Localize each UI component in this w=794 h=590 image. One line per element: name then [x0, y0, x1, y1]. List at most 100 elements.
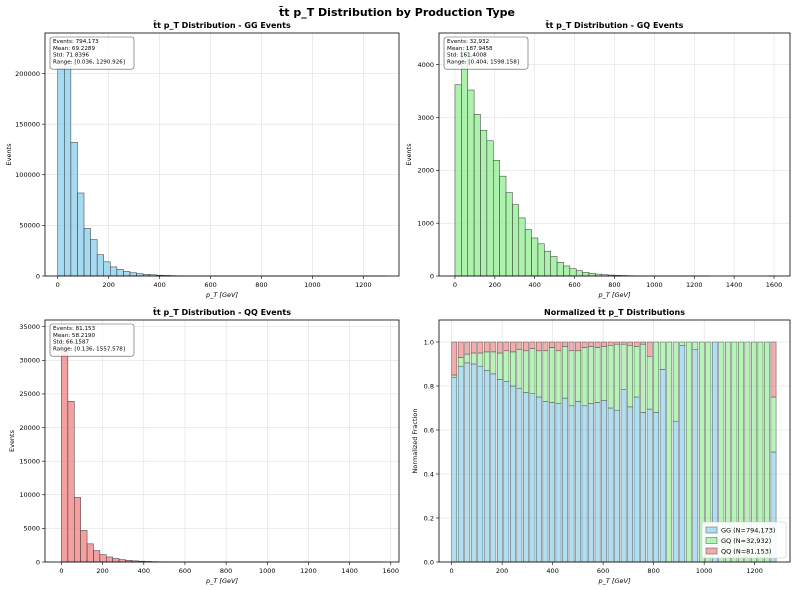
histogram-bar — [74, 497, 80, 562]
bar-qq — [458, 342, 463, 357]
legend-label: GG (N=794,173) — [721, 527, 775, 535]
bar-gg — [647, 409, 652, 562]
histogram-bar — [93, 551, 99, 562]
stats-line: Events: 32,932 — [447, 39, 489, 45]
chart-title: t̄t p_T Distribution - QQ Events — [153, 307, 292, 317]
bar-gq — [660, 342, 665, 370]
bar-gq — [562, 346, 567, 398]
bar-qq — [562, 342, 567, 346]
histogram-bar — [84, 228, 91, 276]
x-tick-label: 1400 — [726, 281, 743, 289]
histogram-bar — [61, 344, 67, 562]
histogram-bar — [493, 160, 499, 276]
bar-gq — [588, 346, 593, 403]
y-tick-label: 0.2 — [424, 514, 434, 522]
bar-qq — [478, 342, 483, 353]
y-tick-label: 0 — [430, 272, 434, 280]
stats-line: Std: 161.4008 — [447, 53, 487, 59]
bar-gg — [484, 371, 489, 562]
stats-line: Mean: 187.9458 — [447, 46, 493, 52]
y-tick-label: 5000 — [23, 525, 40, 533]
stats-line: Mean: 58.2190 — [53, 333, 95, 339]
histogram-bar — [487, 141, 493, 276]
x-tick-label: 1000 — [696, 567, 713, 575]
histogram-bar — [500, 176, 506, 276]
histogram-bar — [519, 218, 525, 276]
histogram-bar — [113, 559, 119, 562]
bar-gg — [673, 421, 678, 562]
bar-gq — [549, 348, 554, 403]
bar-gq — [471, 353, 476, 364]
legend-swatch — [706, 527, 717, 533]
x-tick-label: 1400 — [341, 567, 358, 575]
x-tick-label: 800 — [220, 567, 232, 575]
bar-gq — [491, 352, 496, 374]
histogram-bar — [570, 269, 576, 276]
bar-gq — [530, 349, 535, 394]
histogram-bar — [538, 244, 544, 276]
bar-gq — [517, 350, 522, 389]
stats-line: Mean: 69.2289 — [53, 46, 95, 52]
bar-gq — [484, 352, 489, 371]
bar-qq — [517, 342, 522, 350]
histogram-bar — [81, 530, 87, 562]
y-tick-label: 25000 — [19, 390, 40, 398]
y-axis-label: Events — [8, 429, 16, 452]
bar-gq — [647, 356, 652, 409]
bar-gq — [510, 352, 515, 386]
bar-qq — [530, 342, 535, 349]
bar-qq — [647, 342, 652, 356]
y-tick-label: 3000 — [417, 114, 434, 122]
bar-qq — [471, 342, 476, 353]
x-tick-label: 1200 — [686, 281, 703, 289]
histogram-bar — [474, 114, 480, 276]
histogram-bar — [563, 266, 569, 276]
bar-qq — [575, 342, 580, 351]
bar-gg — [601, 400, 606, 562]
x-tick-label: 400 — [529, 281, 541, 289]
x-tick-label: 400 — [546, 567, 558, 575]
histogram-bar — [58, 68, 65, 276]
bar-qq — [588, 342, 593, 346]
bar-qq — [569, 342, 574, 351]
y-tick-label: 35000 — [19, 323, 40, 331]
histogram-bar — [87, 544, 93, 562]
y-tick-label: 1000 — [417, 219, 434, 227]
bar-qq — [452, 342, 457, 375]
x-tick-label: 200 — [496, 567, 508, 575]
bar-qq — [523, 342, 528, 351]
bar-qq — [628, 342, 633, 345]
x-tick-label: 0 — [450, 567, 454, 575]
bar-gq — [693, 342, 698, 350]
bar-gg — [608, 408, 613, 562]
bar-gq — [771, 397, 776, 452]
x-tick-label: 1600 — [382, 567, 399, 575]
x-tick-label: 1200 — [355, 281, 372, 289]
bar-gq — [667, 342, 672, 562]
histogram-bar — [468, 90, 474, 276]
x-tick-label: 200 — [489, 281, 501, 289]
bar-gq — [465, 354, 470, 363]
histogram-bar — [100, 555, 106, 562]
bar-qq — [536, 342, 541, 351]
bar-gg — [693, 350, 698, 562]
bar-gq — [654, 342, 659, 412]
histogram-bar — [557, 262, 563, 276]
y-tick-label: 10000 — [19, 491, 40, 499]
bar-gg — [641, 412, 646, 562]
bar-qq — [491, 342, 496, 352]
bar-qq — [608, 342, 613, 345]
bar-qq — [771, 342, 776, 397]
histogram-bar — [106, 557, 112, 562]
y-tick-label: 2000 — [417, 167, 434, 175]
histogram-bar — [551, 256, 557, 276]
x-tick-label: 800 — [608, 281, 620, 289]
x-tick-label: 600 — [204, 281, 216, 289]
bar-gg — [510, 386, 515, 562]
y-tick-label: 0.8 — [424, 382, 434, 390]
bar-qq — [595, 342, 600, 348]
x-tick-label: 1000 — [646, 281, 663, 289]
x-tick-label: 600 — [179, 567, 191, 575]
bar-gg — [458, 366, 463, 562]
histogram-bar — [71, 142, 78, 276]
